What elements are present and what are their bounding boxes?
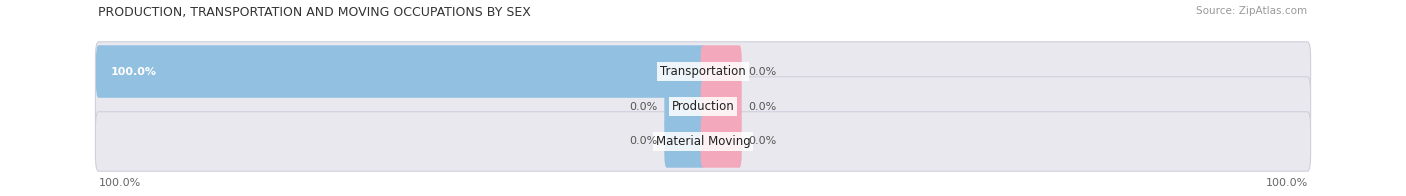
Text: 0.0%: 0.0% bbox=[748, 102, 776, 112]
Text: 0.0%: 0.0% bbox=[630, 136, 658, 146]
FancyBboxPatch shape bbox=[96, 77, 1310, 136]
Legend: Male, Female: Male, Female bbox=[647, 195, 759, 196]
Text: Source: ZipAtlas.com: Source: ZipAtlas.com bbox=[1197, 6, 1308, 16]
Text: Production: Production bbox=[672, 100, 734, 113]
Text: 0.0%: 0.0% bbox=[748, 136, 776, 146]
Text: 100.0%: 100.0% bbox=[98, 178, 141, 188]
FancyBboxPatch shape bbox=[700, 45, 742, 98]
Text: PRODUCTION, TRANSPORTATION AND MOVING OCCUPATIONS BY SEX: PRODUCTION, TRANSPORTATION AND MOVING OC… bbox=[98, 6, 531, 19]
Text: 100.0%: 100.0% bbox=[1265, 178, 1308, 188]
FancyBboxPatch shape bbox=[96, 45, 706, 98]
FancyBboxPatch shape bbox=[96, 42, 1310, 101]
FancyBboxPatch shape bbox=[96, 112, 1310, 171]
Text: Material Moving: Material Moving bbox=[655, 135, 751, 148]
Text: 0.0%: 0.0% bbox=[630, 102, 658, 112]
Text: 0.0%: 0.0% bbox=[748, 66, 776, 76]
FancyBboxPatch shape bbox=[664, 115, 706, 168]
Text: 100.0%: 100.0% bbox=[111, 66, 156, 76]
FancyBboxPatch shape bbox=[700, 115, 742, 168]
Text: Transportation: Transportation bbox=[661, 65, 745, 78]
FancyBboxPatch shape bbox=[700, 80, 742, 133]
FancyBboxPatch shape bbox=[664, 80, 706, 133]
